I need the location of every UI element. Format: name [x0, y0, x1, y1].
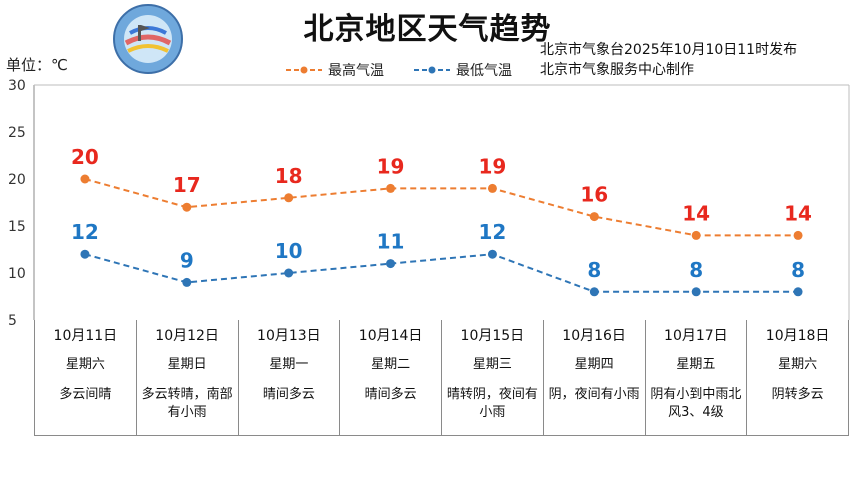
- day-weather: 多云转晴，南部有小雨: [141, 387, 233, 420]
- day-column: 10月18日 星期六阴转多云: [746, 320, 849, 435]
- y-tick-label: 15: [8, 219, 26, 235]
- series-line-min: [84, 253, 799, 293]
- data-label-max: 19: [377, 154, 405, 178]
- data-label-max: 20: [71, 145, 99, 169]
- data-label-min: 11: [377, 230, 405, 254]
- day-weekday: 星期四: [574, 357, 614, 372]
- day-weekday: 星期六: [778, 357, 818, 372]
- day-weather: 晴间多云: [364, 387, 417, 402]
- y-tick-label: 5: [8, 313, 17, 329]
- page-title: 北京地区天气趋势: [303, 12, 552, 47]
- data-label-max: 19: [479, 154, 507, 178]
- data-point-max: [793, 230, 803, 240]
- day-date: 10月11日: [53, 328, 118, 344]
- day-weather: 阴，夜间有小雨: [548, 387, 640, 402]
- data-label-max: 14: [784, 201, 812, 225]
- legend-item-max: 最高气温: [286, 60, 384, 80]
- data-label-max: 17: [173, 173, 201, 197]
- data-label-min: 10: [275, 239, 303, 263]
- data-label-min: 8: [689, 258, 703, 282]
- legend-max-marker: [286, 66, 322, 74]
- day-weekday: 星期六: [65, 357, 105, 372]
- data-label-min: 12: [479, 220, 507, 244]
- data-point-min: [386, 259, 396, 269]
- data-label-min: 8: [791, 258, 805, 282]
- publisher-line: 北京市气象台2025年10月10日11时发布: [540, 42, 798, 58]
- series-line-max: [84, 178, 799, 237]
- data-point-min: [284, 268, 294, 278]
- legend-label-min: 最低气温: [456, 63, 512, 79]
- data-point-max: [487, 183, 497, 193]
- data-label-min: 12: [71, 220, 99, 244]
- data-point-min: [691, 287, 701, 297]
- data-point-max: [589, 212, 599, 222]
- day-column: 10月14日 星期二晴间多云: [339, 320, 441, 435]
- y-tick-label: 10: [8, 266, 26, 282]
- day-date: 10月13日: [257, 328, 321, 344]
- data-point-max: [182, 202, 192, 212]
- producer-line: 北京市气象服务中心制作: [540, 62, 694, 78]
- data-label-min: 8: [587, 258, 601, 282]
- data-label-max: 14: [682, 201, 710, 225]
- day-column: 10月17日 星期五阴有小到中雨北风3、4级: [644, 320, 747, 435]
- data-label-max: 18: [275, 164, 303, 188]
- day-weather: 阴有小到中雨北风3、4级: [650, 387, 742, 420]
- data-point-min: [589, 287, 599, 297]
- data-point-min: [793, 287, 803, 297]
- data-point-max: [284, 193, 294, 203]
- legend-min-marker: [414, 66, 450, 74]
- y-tick-label: 25: [8, 125, 26, 141]
- y-tick-label: 20: [8, 172, 26, 188]
- day-weekday: 星期三: [472, 357, 512, 372]
- day-date: 10月15日: [460, 328, 525, 344]
- forecast-table: 10月11日 星期六 多云间晴 10月12日 星期日 多云转晴，南部有小雨 10月13日 星期…: [34, 320, 849, 436]
- day-date: 10月18日: [765, 328, 830, 344]
- unit-label: 单位：℃: [6, 56, 68, 74]
- data-point-min: [80, 249, 90, 259]
- day-weekday: 星期日: [167, 357, 207, 372]
- data-point-max: [386, 183, 396, 193]
- day-column: 10月11日 星期六多云间晴: [34, 320, 136, 435]
- day-column: 10月13日 星期一晴间多云: [237, 320, 340, 435]
- day-column: 10月15日 星期三晴转阴，夜间有小雨: [441, 320, 543, 435]
- data-label-min: 9: [180, 248, 194, 272]
- day-weather: 晴间多云: [262, 387, 315, 402]
- day-column: 10月12日 星期日多云转晴，南部有小雨: [135, 320, 238, 435]
- data-label-max: 16: [580, 183, 608, 207]
- day-weekday: 星期五: [676, 357, 716, 372]
- day-date: 10月16日: [562, 328, 626, 344]
- data-point-max: [691, 230, 701, 240]
- day-weekday: 星期二: [371, 357, 411, 372]
- data-point-min: [182, 277, 192, 287]
- day-date: 10月17日: [664, 328, 728, 344]
- day-weekday: 星期一: [269, 357, 309, 372]
- day-weather: 阴转多云: [771, 387, 824, 402]
- meteorological-service-logo: [113, 4, 183, 74]
- day-date: 10月14日: [358, 328, 423, 344]
- legend-item-min: 最低气温: [414, 60, 512, 80]
- data-point-min: [487, 249, 497, 259]
- day-date: 10月12日: [155, 328, 219, 344]
- day-weather: 多云间晴: [59, 387, 112, 402]
- data-point-max: [80, 174, 90, 184]
- day-weather: 晴转阴，夜间有小雨: [446, 387, 538, 420]
- day-column: 10月16日 星期四阴，夜间有小雨: [542, 320, 645, 435]
- legend-label-max: 最高气温: [328, 63, 384, 79]
- y-tick-label: 30: [8, 78, 26, 94]
